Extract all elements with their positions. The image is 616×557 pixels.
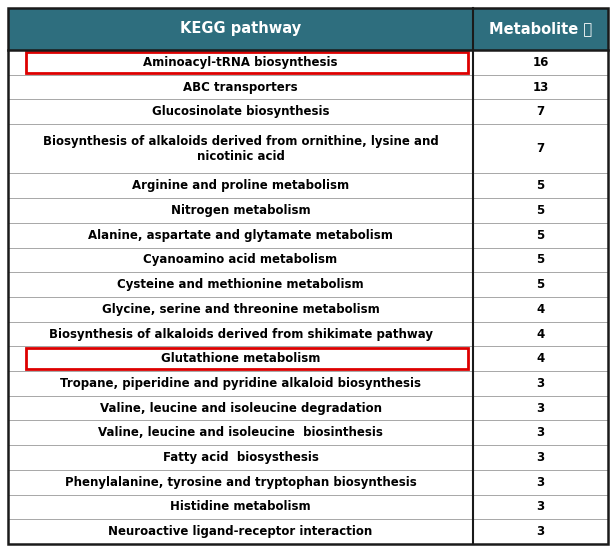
Text: Biosynthesis of alkaloids derived from shikimate pathway: Biosynthesis of alkaloids derived from s… [49, 328, 432, 340]
Text: 7: 7 [537, 105, 545, 118]
Bar [8, 99, 608, 124]
Bar [8, 495, 608, 519]
Bar [26, 348, 468, 369]
Text: Alanine, aspartate and glytamate metabolism: Alanine, aspartate and glytamate metabol… [88, 229, 393, 242]
Text: Cysteine and methionine metabolism: Cysteine and methionine metabolism [117, 278, 364, 291]
Text: Histidine metabolism: Histidine metabolism [170, 500, 311, 514]
Bar [26, 52, 468, 73]
Text: 5: 5 [537, 229, 545, 242]
Text: 3: 3 [537, 476, 545, 488]
Text: KEGG pathway: KEGG pathway [180, 22, 301, 37]
Text: 3: 3 [537, 402, 545, 414]
Bar [8, 248, 608, 272]
Text: 4: 4 [537, 303, 545, 316]
Text: Glycine, serine and threonine metabolism: Glycine, serine and threonine metabolism [102, 303, 379, 316]
Bar [8, 396, 608, 421]
Text: 4: 4 [537, 328, 545, 340]
Text: 4: 4 [537, 352, 545, 365]
Text: Biosynthesis of alkaloids derived from ornithine, lysine and
nicotinic acid: Biosynthesis of alkaloids derived from o… [43, 135, 439, 163]
Text: Neuroactive ligand-receptor interaction: Neuroactive ligand-receptor interaction [108, 525, 373, 538]
Bar [8, 8, 608, 50]
Text: Cyanoamino acid metabolism: Cyanoamino acid metabolism [144, 253, 338, 266]
Bar [8, 198, 608, 223]
Text: 7: 7 [537, 142, 545, 155]
Text: Phenylalanine, tyrosine and tryptophan biosynthesis: Phenylalanine, tyrosine and tryptophan b… [65, 476, 416, 488]
Text: 5: 5 [537, 278, 545, 291]
Bar [8, 124, 608, 173]
Bar [8, 173, 608, 198]
Bar [8, 470, 608, 495]
Text: 5: 5 [537, 204, 545, 217]
Text: 3: 3 [537, 451, 545, 464]
Text: Nitrogen metabolism: Nitrogen metabolism [171, 204, 310, 217]
Bar [8, 519, 608, 544]
Bar [8, 50, 608, 75]
Text: Metabolite 中: Metabolite 中 [489, 22, 592, 37]
Text: ABC transporters: ABC transporters [183, 81, 298, 94]
Bar [8, 223, 608, 248]
Text: Valine, leucine and isoleucine degradation: Valine, leucine and isoleucine degradati… [100, 402, 381, 414]
Text: 3: 3 [537, 525, 545, 538]
Bar [8, 75, 608, 99]
Text: 3: 3 [537, 426, 545, 439]
Bar [8, 346, 608, 371]
Bar [8, 371, 608, 396]
Text: Glutathione metabolism: Glutathione metabolism [161, 352, 320, 365]
Text: 16: 16 [532, 56, 549, 69]
Bar [8, 272, 608, 297]
Bar [8, 297, 608, 322]
Text: Fatty acid  biosysthesis: Fatty acid biosysthesis [163, 451, 318, 464]
Text: 5: 5 [537, 179, 545, 192]
Bar [8, 322, 608, 346]
Text: 5: 5 [537, 253, 545, 266]
Text: Aminoacyl-tRNA biosynthesis: Aminoacyl-tRNA biosynthesis [144, 56, 338, 69]
Text: 13: 13 [532, 81, 549, 94]
Text: Valine, leucine and isoleucine  biosinthesis: Valine, leucine and isoleucine biosinthe… [98, 426, 383, 439]
Bar [8, 421, 608, 445]
Bar [8, 445, 608, 470]
Text: 3: 3 [537, 500, 545, 514]
Text: 3: 3 [537, 377, 545, 390]
Text: Arginine and proline metabolism: Arginine and proline metabolism [132, 179, 349, 192]
Text: Tropane, piperidine and pyridine alkaloid biosynthesis: Tropane, piperidine and pyridine alkaloi… [60, 377, 421, 390]
Text: Glucosinolate biosynthesis: Glucosinolate biosynthesis [152, 105, 329, 118]
